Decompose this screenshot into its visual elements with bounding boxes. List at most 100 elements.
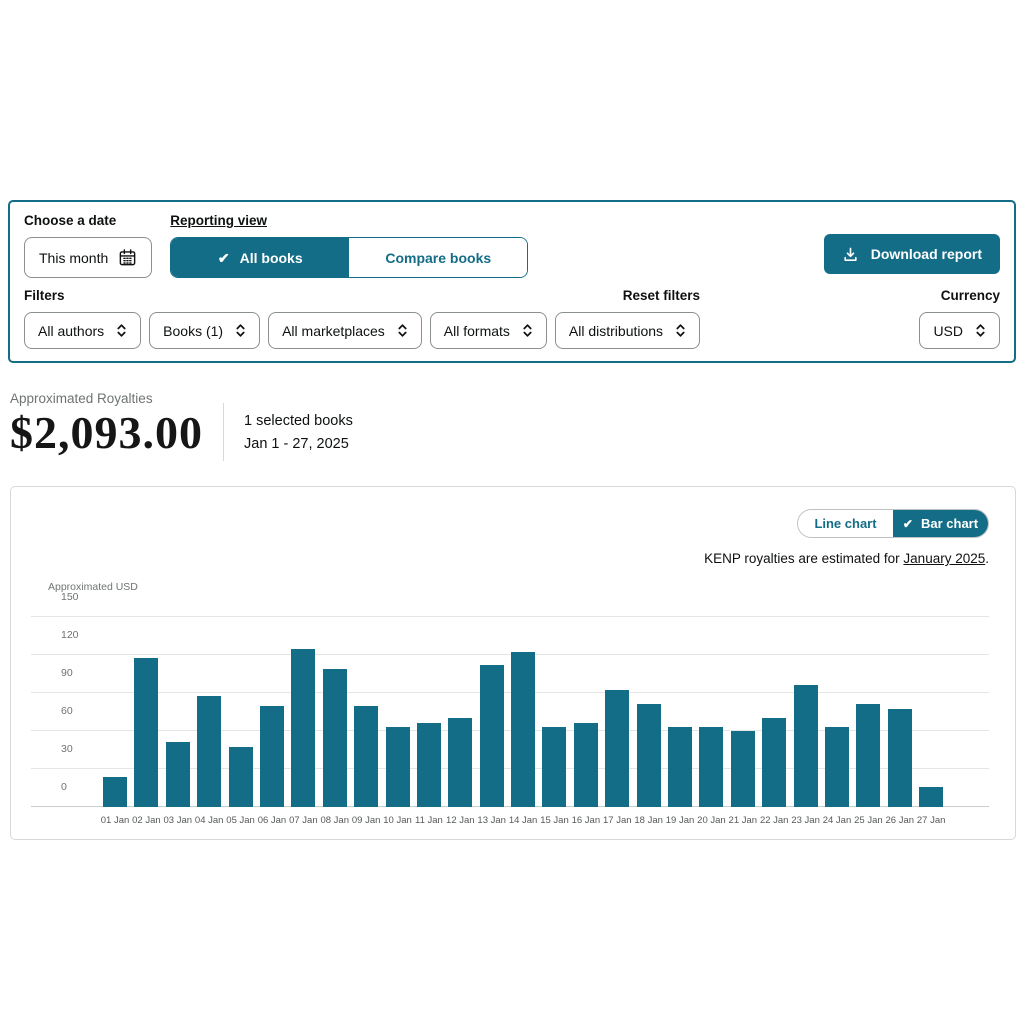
filter-dropdowns: All authors Books (1) All marketplaces bbox=[24, 312, 701, 349]
bar-25 Jan bbox=[856, 704, 881, 807]
marketplaces-filter-value: All marketplaces bbox=[282, 322, 385, 339]
chart-type-toggle: Line chart ✔ Bar chart bbox=[797, 509, 989, 538]
bar-21 Jan bbox=[730, 731, 755, 807]
chevron-up-down-icon bbox=[235, 322, 246, 339]
bar-09 Jan bbox=[354, 705, 379, 807]
currency-value: USD bbox=[933, 322, 963, 339]
check-icon: ✔ bbox=[902, 516, 913, 531]
plot-area: 0 30 60 90 120 150 bbox=[31, 591, 989, 807]
distributions-filter-value: All distributions bbox=[568, 322, 664, 339]
bar-08 Jan bbox=[322, 668, 347, 807]
bar-06 Jan bbox=[259, 705, 284, 807]
bar-26 Jan bbox=[887, 709, 912, 807]
authors-filter-dropdown[interactable]: All authors bbox=[24, 312, 142, 349]
grid-line bbox=[31, 616, 989, 617]
chevron-up-down-icon bbox=[116, 322, 127, 339]
choose-date-label: Choose a date bbox=[24, 213, 117, 228]
date-range-button[interactable]: This month bbox=[24, 237, 153, 278]
bar-05 Jan bbox=[228, 747, 253, 807]
x-tick-label: 06 Jan bbox=[257, 815, 287, 826]
y-tick-label: 60 bbox=[61, 705, 73, 717]
choose-date-group: Choose a date This month bbox=[24, 212, 153, 278]
x-tick-label: 13 Jan bbox=[477, 815, 506, 826]
royalties-amount: $2,093.00 bbox=[10, 407, 203, 459]
reset-filters-button[interactable]: Reset filters bbox=[622, 288, 701, 303]
x-tick-label: 01 Jan bbox=[100, 815, 130, 826]
chart-panel: Line chart ✔ Bar chart KENP royalties ar… bbox=[10, 486, 1016, 840]
reporting-view-group: Reporting view ✔ All books Compare books bbox=[170, 212, 529, 278]
chevron-up-down-icon bbox=[675, 322, 686, 339]
bar-20 Jan bbox=[699, 727, 724, 807]
bar-24 Jan bbox=[824, 727, 849, 807]
check-icon: ✔ bbox=[217, 249, 230, 266]
x-tick-label: 03 Jan bbox=[163, 815, 193, 826]
x-tick-label: 16 Jan bbox=[571, 815, 601, 826]
calendar-icon bbox=[118, 248, 137, 267]
selected-books-count: 1 selected books bbox=[244, 412, 353, 429]
x-tick-label: 02 Jan bbox=[132, 815, 161, 826]
marketplaces-filter-dropdown[interactable]: All marketplaces bbox=[268, 312, 422, 349]
bar-22 Jan bbox=[762, 718, 787, 807]
x-tick-label: 21 Jan bbox=[728, 815, 758, 826]
grid-line bbox=[31, 806, 989, 807]
x-tick-label: 05 Jan bbox=[226, 815, 255, 826]
x-tick-label: 22 Jan bbox=[759, 815, 789, 826]
currency-label: Currency bbox=[940, 288, 1000, 303]
bar-18 Jan bbox=[636, 704, 661, 807]
tab-line-chart[interactable]: Line chart bbox=[798, 510, 893, 537]
download-icon bbox=[842, 246, 859, 263]
x-tick-label: 11 Jan bbox=[415, 815, 443, 826]
x-tick-label: 26 Jan bbox=[885, 815, 915, 826]
y-tick-label: 120 bbox=[61, 629, 79, 641]
tab-all-books[interactable]: ✔ All books bbox=[171, 238, 350, 277]
grid-line bbox=[31, 768, 989, 769]
filters-group: Filters Reset filters All authors Books … bbox=[24, 288, 701, 349]
x-axis-labels: 01 Jan 02 Jan 03 Jan 04 Jan 05 Jan 06 Jan 07 J… bbox=[100, 815, 989, 826]
bar-17 Jan bbox=[605, 690, 630, 807]
tab-bar-chart[interactable]: ✔ Bar chart bbox=[893, 510, 988, 537]
x-tick-label: 14 Jan bbox=[508, 815, 538, 826]
filter-panel: Choose a date This month bbox=[8, 200, 1016, 363]
royalties-label: Approximated Royalties bbox=[10, 391, 153, 407]
currency-dropdown[interactable]: USD bbox=[919, 312, 1000, 349]
distributions-filter-dropdown[interactable]: All distributions bbox=[554, 312, 701, 349]
bar-14 Jan bbox=[511, 652, 536, 807]
x-tick-label: 24 Jan bbox=[822, 815, 852, 826]
reporting-view-label[interactable]: Reporting view bbox=[170, 213, 268, 228]
date-range-value: This month bbox=[39, 249, 109, 266]
filters-label: Filters bbox=[24, 288, 65, 303]
x-tick-label: 07 Jan bbox=[289, 815, 318, 826]
books-filter-dropdown[interactable]: Books (1) bbox=[149, 312, 261, 349]
bar-03 Jan bbox=[165, 742, 190, 807]
bar-02 Jan bbox=[134, 657, 159, 807]
bar-10 Jan bbox=[385, 727, 410, 807]
x-tick-label: 17 Jan bbox=[602, 815, 632, 826]
x-tick-label: 25 Jan bbox=[854, 815, 883, 826]
chevron-up-down-icon bbox=[522, 322, 533, 339]
bar-19 Jan bbox=[668, 727, 693, 807]
bar-27 Jan bbox=[919, 786, 944, 807]
formats-filter-dropdown[interactable]: All formats bbox=[429, 312, 547, 349]
books-filter-value: Books (1) bbox=[163, 322, 224, 339]
tab-bar-chart-label: Bar chart bbox=[920, 516, 979, 531]
bar-07 Jan bbox=[291, 648, 316, 807]
y-tick-label: 150 bbox=[61, 591, 79, 603]
download-report-button[interactable]: Download report bbox=[823, 234, 1000, 274]
royalties-summary: Approximated Royalties $2,093.00 1 selec… bbox=[10, 389, 1014, 461]
estimation-month-link[interactable]: January 2025 bbox=[903, 551, 986, 566]
download-report-label: Download report bbox=[870, 246, 982, 262]
x-tick-label: 27 Jan bbox=[916, 815, 946, 826]
vertical-divider bbox=[223, 403, 224, 461]
formats-filter-value: All formats bbox=[443, 322, 510, 339]
x-tick-label: 08 Jan bbox=[320, 815, 349, 826]
y-tick-label: 30 bbox=[61, 743, 73, 755]
x-tick-label: 12 Jan bbox=[446, 815, 475, 826]
royalties-date-range: Jan 1 - 27, 2025 bbox=[244, 435, 349, 452]
bar-23 Jan bbox=[793, 685, 818, 807]
bar-16 Jan bbox=[573, 723, 598, 807]
tab-line-chart-label: Line chart bbox=[814, 516, 877, 531]
tab-compare-books[interactable]: Compare books bbox=[349, 238, 528, 277]
reporting-view-toggle: ✔ All books Compare books bbox=[170, 237, 529, 278]
tab-all-books-label: All books bbox=[239, 249, 303, 266]
grid-line bbox=[31, 654, 989, 655]
